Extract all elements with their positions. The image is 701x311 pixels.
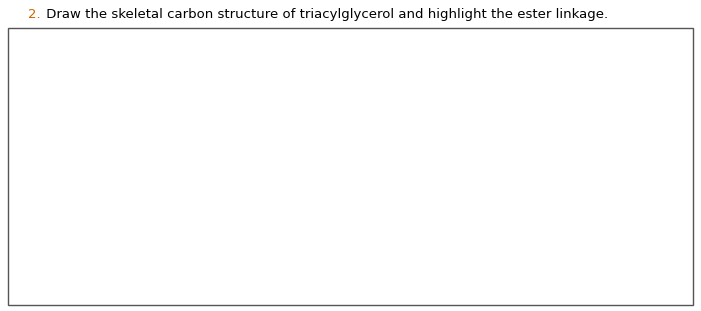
Bar — [8, 28, 693, 305]
Text: Draw the skeletal carbon structure of triacylglycerol and highlight the ester li: Draw the skeletal carbon structure of tr… — [42, 8, 608, 21]
Text: 2.: 2. — [28, 8, 41, 21]
